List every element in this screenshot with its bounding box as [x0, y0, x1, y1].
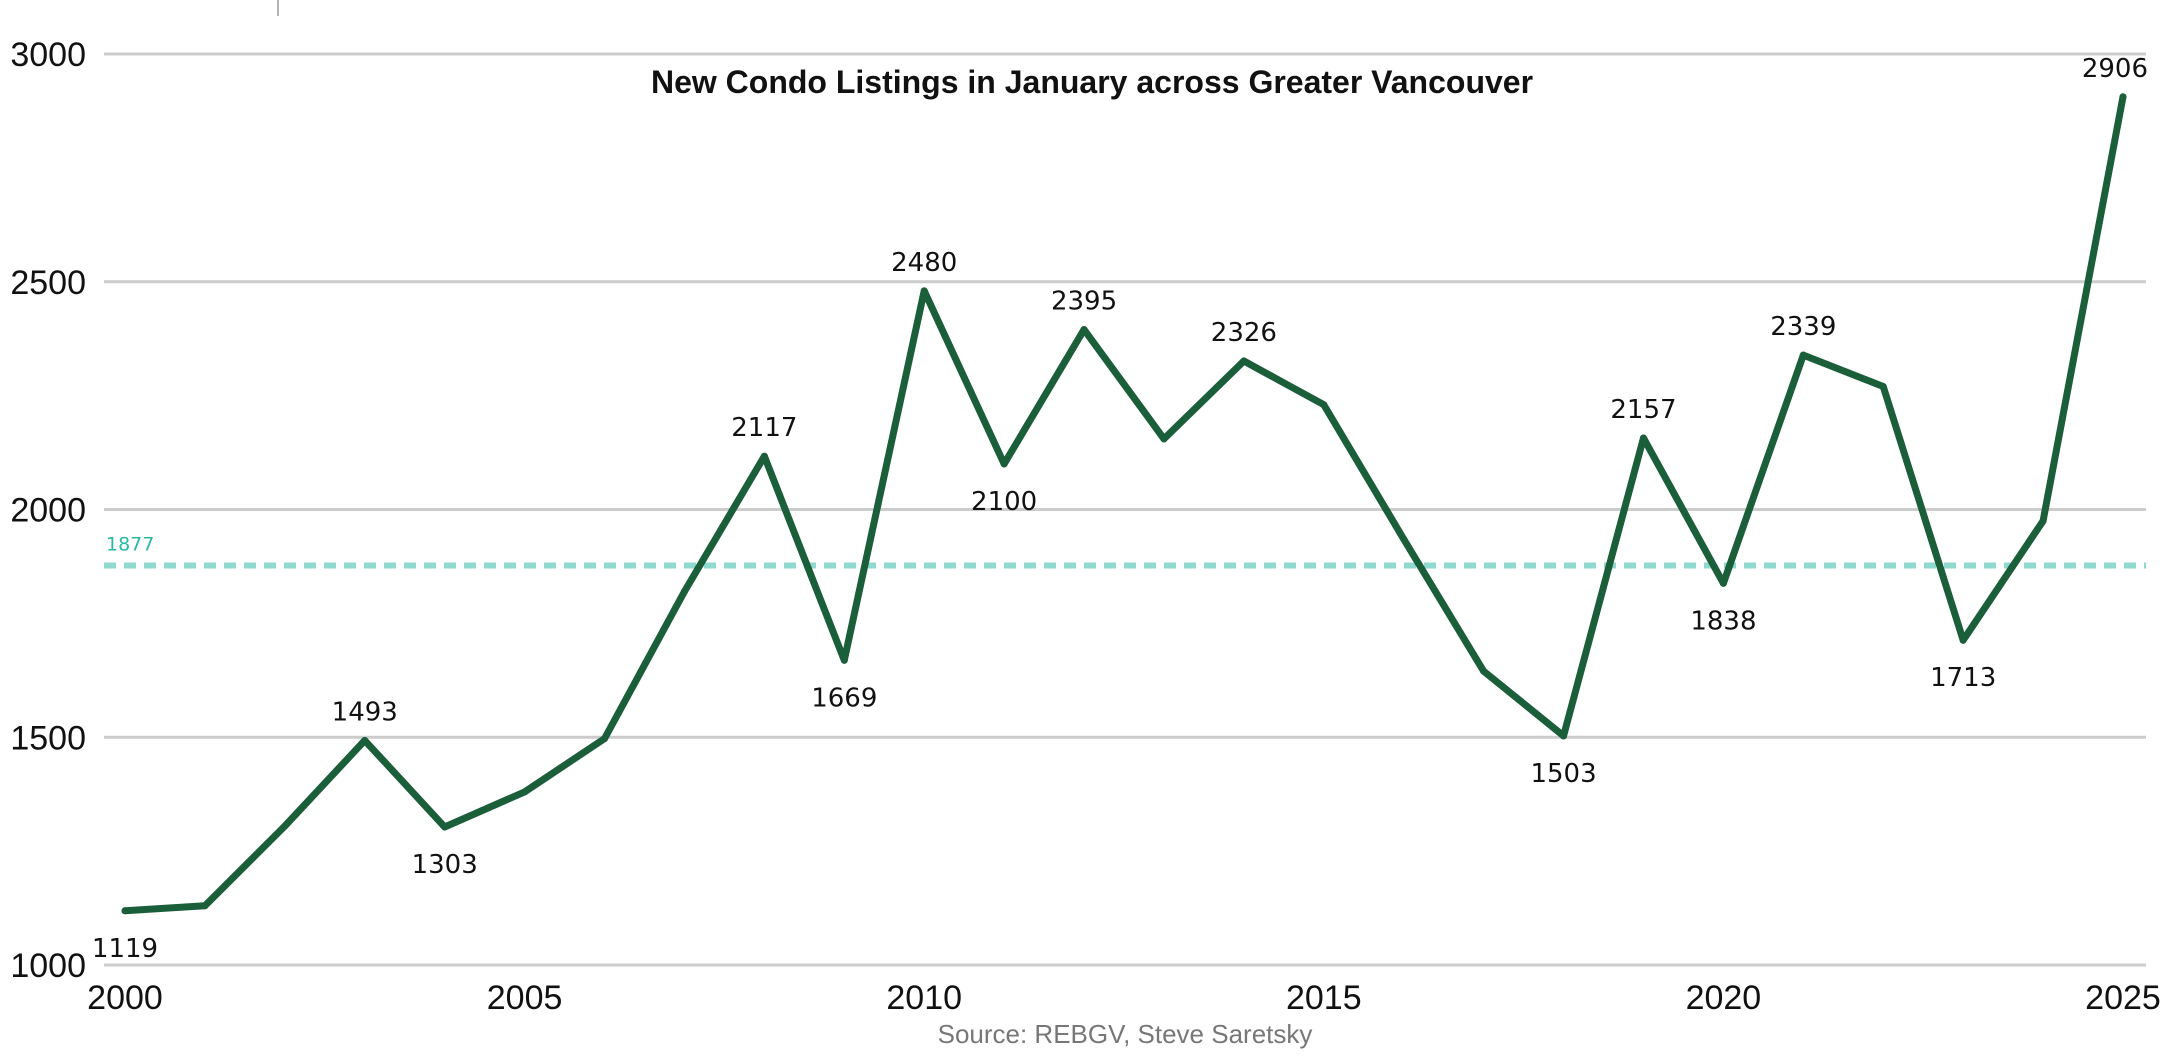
- data-point: [1799, 351, 1807, 359]
- data-point: [1080, 326, 1088, 334]
- gridlines: [104, 52, 2146, 967]
- data-point: [1400, 535, 1408, 543]
- x-axis-tick-labels: 2000 2005 2010 2015 2020 2025: [87, 979, 2161, 1017]
- data-point: [521, 788, 529, 796]
- data-label: 2100: [971, 487, 1037, 517]
- data-labels: 1119 1493 1303 2117 1669 2480 2100 2395 2326 1503…: [92, 54, 2148, 964]
- data-point: [601, 735, 609, 743]
- data-point: [1480, 667, 1488, 675]
- data-label: 1713: [1930, 663, 1996, 693]
- y-axis-tick-labels: 1000 1500 2000 2500 3000: [10, 36, 86, 985]
- x-tick-label: 2010: [886, 979, 962, 1017]
- data-label: 1503: [1530, 759, 1596, 789]
- chart-source: Source: REBGV, Steve Saretsky: [938, 1019, 1313, 1049]
- data-point: [760, 452, 768, 460]
- y-tick-label: 3000: [10, 36, 86, 74]
- data-point: [281, 822, 289, 830]
- data-point: [201, 902, 209, 910]
- data-label: 1669: [811, 683, 877, 713]
- data-point: [1160, 435, 1168, 443]
- data-label: 2906: [2082, 54, 2148, 84]
- series-line-group: [121, 93, 2127, 915]
- chart-title: New Condo Listings in January across Gre…: [651, 64, 1533, 100]
- data-label: 2326: [1211, 318, 1277, 348]
- reference-line-label: 1877: [106, 534, 154, 556]
- data-point: [121, 907, 129, 915]
- data-label: 1119: [92, 934, 158, 964]
- data-point: [840, 656, 848, 664]
- data-point: [920, 287, 928, 295]
- data-label: 1838: [1690, 606, 1756, 636]
- data-label: 2117: [731, 413, 797, 443]
- data-point: [441, 823, 449, 831]
- data-label: 1303: [412, 850, 478, 880]
- data-label: 2157: [1610, 395, 1676, 425]
- series-line: [121, 93, 2127, 915]
- data-point: [680, 587, 688, 595]
- x-tick-label: 2025: [2085, 979, 2161, 1017]
- x-tick-label: 2005: [487, 979, 563, 1017]
- data-point: [1320, 401, 1328, 409]
- y-tick-label: 1500: [10, 719, 86, 757]
- y-tick-label: 2500: [10, 264, 86, 302]
- data-label: 2395: [1051, 287, 1117, 317]
- data-point: [1560, 732, 1568, 740]
- data-label: 2480: [891, 248, 957, 278]
- data-point: [1959, 636, 1967, 644]
- data-point: [1639, 434, 1647, 442]
- x-tick-label: 2015: [1286, 979, 1362, 1017]
- data-point: [1879, 383, 1887, 391]
- data-point: [2039, 517, 2047, 525]
- data-point: [1240, 357, 1248, 365]
- x-tick-label: 2000: [87, 979, 163, 1017]
- data-point: [2119, 93, 2127, 101]
- data-point: [1719, 579, 1727, 587]
- data-label: 2339: [1770, 312, 1836, 342]
- y-tick-label: 2000: [10, 492, 86, 530]
- reference-line-group: 1877: [104, 534, 2146, 569]
- data-point: [361, 736, 369, 744]
- y-tick-label: 1000: [10, 947, 86, 985]
- data-point: [1000, 460, 1008, 468]
- data-label: 1493: [332, 697, 398, 727]
- x-tick-label: 2020: [1686, 979, 1762, 1017]
